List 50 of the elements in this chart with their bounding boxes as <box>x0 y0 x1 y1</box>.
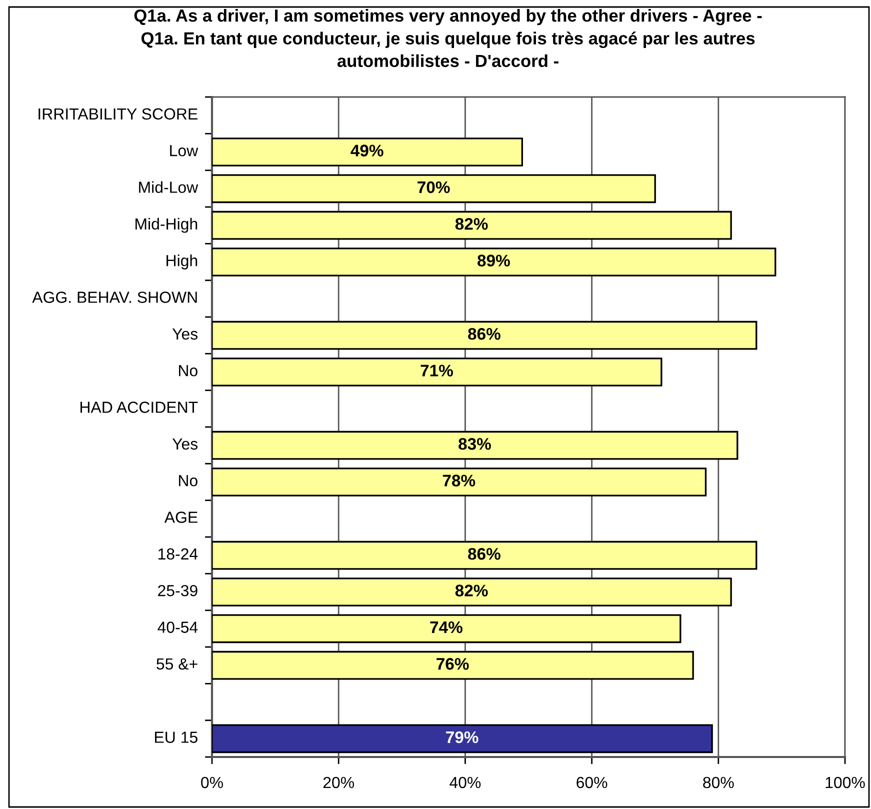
y-tick-label: No <box>179 365 198 376</box>
y-tick-label: HAD ACCIDENT <box>80 402 198 413</box>
x-tick-label: 40% <box>450 776 481 788</box>
y-tick-label: 18-24 <box>158 548 198 560</box>
data-label: 79% <box>446 731 478 744</box>
y-tick-label: AGG. BEHAV. SHOWN <box>32 292 197 303</box>
data-label: 76% <box>436 658 469 670</box>
y-tick-label: 25-39 <box>158 584 198 596</box>
bar <box>212 614 682 644</box>
x-tick-label: 100% <box>826 776 865 788</box>
data-label: 82% <box>455 584 488 596</box>
bar <box>212 430 738 460</box>
bar <box>212 540 758 570</box>
chart-title: Q1a. As a driver, I am sometimes very annoyed by the other drivers - Agree - Q1a. En tant que conducteur, je suis quelque fois très agacé par les autres automobilistes - D'accord - <box>134 9 762 68</box>
data-label: 74% <box>430 621 462 634</box>
data-label: 71% <box>420 364 453 376</box>
data-label: 86% <box>468 548 500 560</box>
bar <box>212 210 732 240</box>
y-tick-label: 40-54 <box>158 622 198 633</box>
y-tick-label: AGE <box>164 512 198 523</box>
x-tick-label: 20% <box>323 776 354 788</box>
y-tick-label: High <box>166 254 198 270</box>
y-tick-label: Yes <box>172 438 198 450</box>
y-tick-label: Yes <box>172 328 198 340</box>
y-tick-label: 55 &+ <box>156 658 198 670</box>
bar <box>212 468 707 496</box>
y-tick-label: No <box>179 475 198 486</box>
data-label: 82% <box>455 218 488 230</box>
data-label: 86% <box>468 328 500 340</box>
x-tick-label: 0% <box>201 776 223 788</box>
data-label: 89% <box>478 254 510 266</box>
x-tick-label: 60% <box>576 776 608 788</box>
y-tick-label: Mid-Low <box>139 181 198 193</box>
data-label: 70% <box>418 181 450 194</box>
y-tick-label: EU 15 <box>155 732 198 743</box>
bar <box>212 358 662 386</box>
data-label: 78% <box>442 474 476 486</box>
y-tick-label: Low <box>170 145 198 156</box>
bar <box>212 650 694 680</box>
bar <box>212 320 758 350</box>
x-tick-label: 80% <box>703 776 734 788</box>
bar <box>212 578 732 606</box>
y-tick-label: IRRITABILITY SCORE <box>38 108 198 120</box>
data-label: 83% <box>458 438 491 450</box>
bar <box>212 174 656 204</box>
data-label: 49% <box>350 144 384 156</box>
bar <box>212 138 524 166</box>
y-tick-label: Mid-High <box>136 218 198 233</box>
bar <box>212 724 713 754</box>
bar <box>212 248 776 276</box>
